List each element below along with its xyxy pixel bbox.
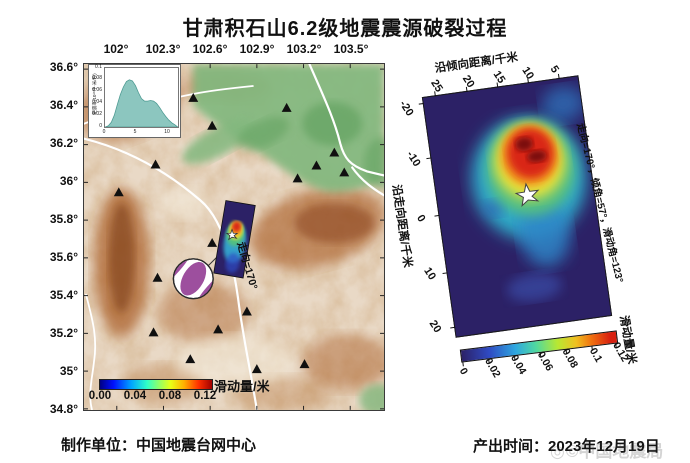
producer-text: 制作单位：中国地震台网中心 [61, 437, 257, 454]
slip-colorbar: 0 0.02 0.04 0.06 0.08 0.1 0.12 [457, 330, 631, 380]
dip-tick: 20 [459, 73, 477, 91]
inset-ytick: 0.08 [92, 75, 102, 81]
hypocenter-star [513, 181, 542, 210]
map-epicenter-star [225, 228, 239, 241]
inset-xtick: 5 [133, 129, 137, 135]
map-ytick: 34.8° [49, 402, 78, 416]
map-xtick: 102.6° [192, 42, 228, 56]
map-ytick: 36.6° [49, 60, 78, 74]
vegetation-patches [182, 64, 384, 410]
map-xtick: 103.2° [286, 42, 322, 56]
slip-heatmap [423, 76, 611, 337]
inset-ytick: 0 [99, 122, 102, 129]
slip-colorbar-tick: 0.1 [587, 345, 605, 365]
map-xtick: 103.5° [333, 42, 369, 56]
map-slip-rectangle [213, 200, 256, 279]
map-ytick: 35° [59, 364, 78, 378]
map-ytick: 36° [59, 174, 78, 188]
inset-ytick: 0.04 [92, 99, 102, 105]
strike-tick: 0 [414, 212, 428, 225]
map-colorbar-tick: 0.00 [88, 390, 112, 402]
map-colorbar-label: 滑动量/米 [214, 379, 270, 394]
stf-curve [105, 79, 179, 128]
inset-ytick: 0.1 [95, 64, 102, 70]
slip-blobs [471, 85, 587, 302]
inset-xtick: 10 [164, 129, 170, 135]
strike-tick: 20 [426, 317, 444, 335]
slip-colorbar-tick: 0 [456, 365, 470, 377]
cea-logo-icon: ◎ [550, 442, 565, 461]
dip-tick: 25 [428, 77, 446, 95]
map-colorbar-tick: 0.08 [158, 390, 182, 402]
slip-colorbar-tick: 0.02 [481, 356, 503, 380]
inset-xtick: 0 [102, 129, 106, 135]
page-title: 甘肃积石山6.2级地震震源破裂过程 [182, 18, 508, 40]
map-ytick: 35.2° [49, 326, 78, 340]
inset-ytick: 0.02 [92, 111, 102, 117]
tick-mark [558, 73, 560, 79]
map-xtick: 102° [103, 42, 129, 56]
map-ytick: 35.8° [49, 212, 78, 226]
strike-tick: 10 [421, 265, 438, 282]
map-ytick: 36.2° [49, 136, 78, 150]
product-time-text: 产出时间：2023年12月19日 [473, 438, 660, 455]
focal-mechanism-beachball [172, 258, 214, 300]
seismic-stations [113, 92, 350, 374]
map-xtick: 102.9° [239, 42, 275, 56]
dip-tick: 15 [490, 68, 508, 86]
fault-slip-panel: 沿倾向距离/千米 25 20 15 10 5 沿走向距离/千米 -20 -10 … [390, 51, 624, 338]
slip-colorbar-tick: 0.06 [534, 349, 556, 374]
map-colorbar [99, 379, 213, 390]
inset-plot-area [104, 67, 179, 128]
strike-tick: -20 [396, 98, 416, 119]
map-ytick: 35.6° [49, 250, 78, 264]
strike-tick: -10 [403, 149, 423, 169]
tick-mark [462, 362, 464, 367]
inset-ytick: 0.06 [92, 87, 102, 93]
source-time-function-inset: 矩震率(10¹⁸牛·米/秒) 0.1 0.08 0.06 0.04 0.02 0… [88, 64, 181, 138]
map-ytick: 35.4° [49, 288, 78, 302]
watermark-text: ©中国地震局 [565, 442, 664, 461]
watermark: ◎©中国地震局 [550, 437, 663, 462]
dip-axis-label: 沿倾向距离/千米 [434, 51, 519, 76]
strike-axis-label: 沿走向距离/千米 [389, 183, 414, 269]
map-colorbar-tick: 0.04 [123, 390, 147, 402]
map-ytick: 36.4° [49, 98, 78, 112]
map-colorbar-tick: 0.12 [193, 390, 217, 402]
map-frame-ticks [84, 64, 384, 410]
slip-colorbar-tick: 0.08 [559, 346, 580, 371]
slip-colorbar-tick: 0.04 [508, 352, 529, 377]
map-xtick: 102.3° [145, 42, 181, 56]
